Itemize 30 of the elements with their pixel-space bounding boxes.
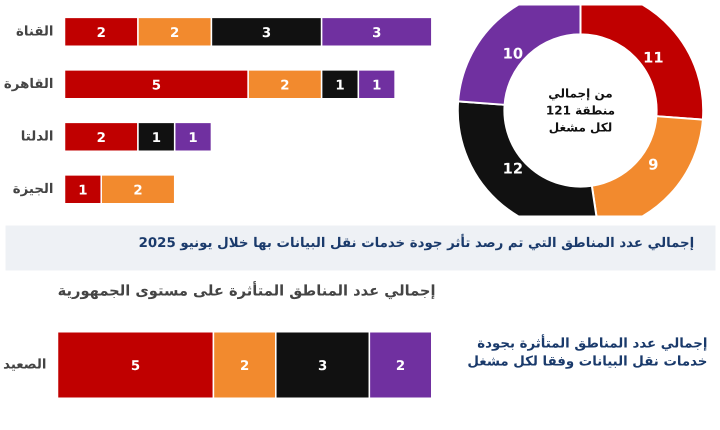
- data-label: 2: [280, 78, 290, 94]
- data-label: 2: [133, 183, 143, 198]
- data-label: 3: [372, 26, 382, 41]
- data-label: 2: [240, 359, 250, 374]
- text: إجمالي عدد المناطق التي تم رصد تأثر جودة خدمات نقل البيانات بها خلال يونيو 2025: [138, 233, 694, 251]
- data-label: 3: [262, 26, 272, 41]
- y-tick-label: الصعيد: [3, 358, 47, 372]
- data-label: 1: [152, 130, 161, 146]
- text: من إجمالي 121 منطقة لكل مشغل: [546, 86, 616, 134]
- data-label: 1: [372, 78, 382, 94]
- data-label: 1: [78, 183, 88, 198]
- y-tick-label: الجيزة: [12, 182, 54, 197]
- chart-title: إجمالي عدد المناطق المتأثرة على مستوى الجمهورية: [58, 280, 436, 300]
- y-tick-label: القاهرة: [4, 76, 54, 92]
- data-label: 1: [188, 130, 198, 146]
- data-label: 1: [335, 78, 345, 94]
- data-label: 3: [318, 359, 328, 374]
- data-label: 9: [648, 156, 658, 174]
- data-label: 2: [170, 26, 180, 41]
- data-label: 10: [502, 45, 524, 62]
- data-label: 5: [130, 359, 140, 374]
- data-label: 11: [643, 49, 664, 66]
- text: إجمالي عدد المناطق المتأثرة بجودة خدمات نقل البيانات وفقا لكل مشغل: [467, 333, 708, 370]
- y-tick-label: القناة: [16, 24, 54, 40]
- data-label: 2: [96, 26, 106, 41]
- data-label: 2: [96, 130, 106, 146]
- data-label: 12: [502, 160, 524, 178]
- data-label: 5: [152, 78, 161, 94]
- data-label: 2: [396, 359, 406, 374]
- y-tick-label: الدلتا: [20, 129, 54, 144]
